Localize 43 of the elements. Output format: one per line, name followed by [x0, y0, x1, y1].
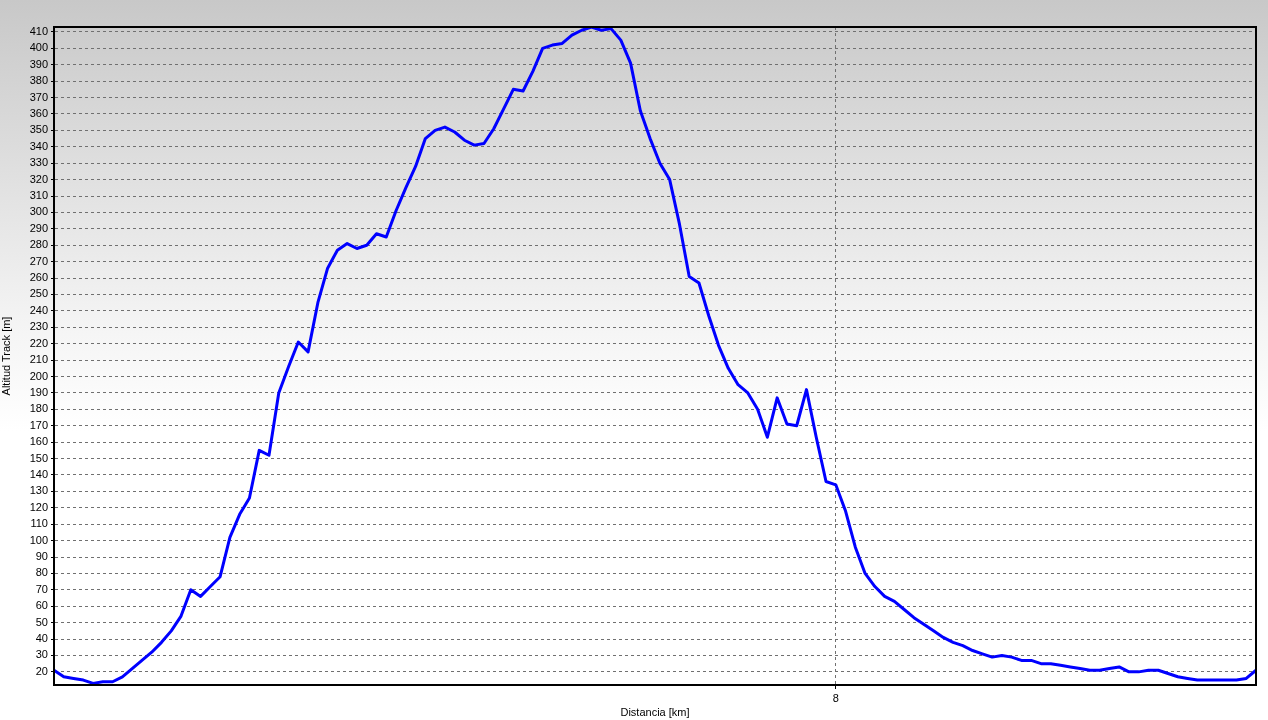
y-tick-label: 40 — [35, 632, 48, 645]
y-tick-label: 160 — [29, 435, 48, 448]
y-tick-label: 120 — [29, 500, 48, 513]
y-tick-label: 20 — [35, 664, 48, 677]
y-tick-label: 190 — [29, 385, 48, 398]
y-tick-label: 380 — [29, 74, 48, 87]
y-tick-label: 180 — [29, 402, 48, 415]
y-tick-label: 250 — [29, 287, 48, 300]
y-tick-label: 130 — [29, 484, 48, 497]
y-tick-label: 200 — [29, 369, 48, 382]
y-tick-label: 100 — [29, 533, 48, 546]
y-tick-label: 110 — [30, 517, 48, 530]
y-tick-label: 170 — [29, 418, 48, 431]
y-tick-label: 230 — [29, 320, 48, 333]
y-tick-label: 80 — [35, 566, 48, 579]
y-tick-label: 240 — [29, 303, 48, 316]
y-tick-label: 360 — [29, 107, 48, 119]
y-tick-label: 280 — [29, 238, 48, 251]
y-tick-label: 400 — [29, 41, 48, 54]
y-axis-title: Altitud Track [m] — [0, 316, 12, 396]
y-tick-label: 290 — [29, 221, 48, 234]
y-tick-label: 310 — [29, 189, 48, 202]
y-tick-label: 70 — [35, 582, 48, 595]
y-tick-label: 270 — [29, 254, 48, 267]
y-tick-label: 390 — [29, 57, 48, 70]
y-tick-label: 300 — [29, 205, 48, 218]
y-tick-label: 260 — [29, 271, 48, 284]
y-tick-label: 50 — [35, 615, 48, 628]
y-tick-label: 220 — [29, 336, 48, 349]
y-tick-label: 410 — [29, 24, 48, 37]
y-tick-label: 90 — [35, 550, 48, 563]
y-tick-label: 30 — [35, 648, 48, 661]
y-tick-label: 60 — [35, 599, 48, 612]
y-tick-label: 330 — [29, 156, 48, 169]
y-tick-label: 350 — [29, 123, 48, 136]
x-axis-title: Distancia [km] — [620, 706, 690, 719]
y-tick-label: 210 — [29, 353, 48, 366]
y-tick-label: 140 — [29, 468, 48, 480]
x-tick-label: 8 — [832, 691, 839, 704]
y-tick-label: 340 — [29, 139, 48, 152]
y-tick-label: 320 — [29, 172, 48, 185]
y-tick-label: 150 — [29, 451, 48, 464]
y-tick-label: 370 — [29, 90, 48, 103]
